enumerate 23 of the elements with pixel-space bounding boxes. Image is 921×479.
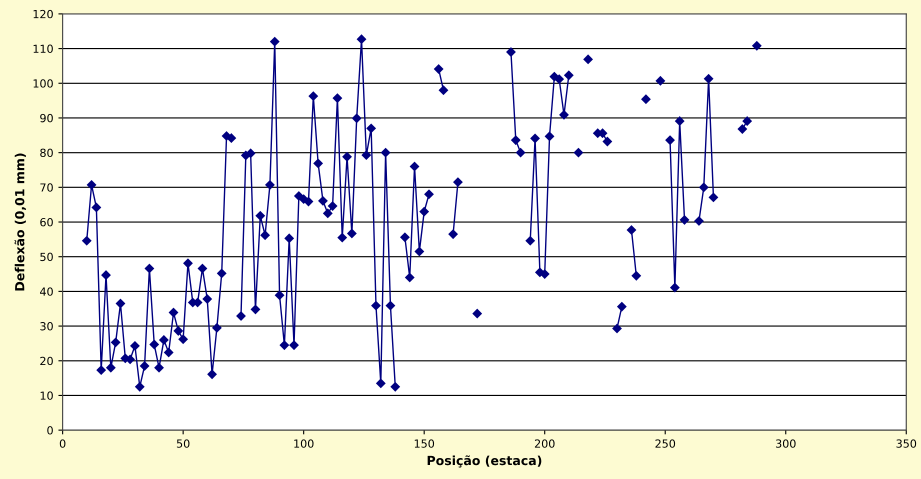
x-tick-label: 150	[414, 439, 434, 448]
y-tick-label: 0	[47, 426, 53, 435]
y-tick-label: 20	[40, 356, 53, 366]
x-tick-label: 50	[176, 439, 190, 448]
y-tick-label: 50	[40, 252, 53, 262]
y-tick-label: 80	[40, 148, 53, 158]
y-tick-label: 100	[34, 79, 53, 88]
x-tick-label: 350	[896, 439, 916, 448]
y-tick-label: 110	[34, 44, 53, 53]
x-tick-label: 250	[655, 439, 676, 448]
x-tick-label: 300	[776, 439, 796, 448]
y-axis-title: Deflexão (0,01 mm)	[14, 154, 26, 290]
y-tick-label: 10	[40, 391, 53, 400]
x-tick-label: 100	[294, 439, 314, 448]
y-tick-label: 30	[40, 322, 53, 330]
x-axis-title: Posição (estaca)	[428, 455, 542, 468]
y-tick-label: 90	[40, 114, 53, 122]
x-tick-label: 0	[60, 439, 66, 448]
y-tick-label: 120	[34, 10, 53, 18]
y-tick-label: 60	[40, 218, 53, 226]
x-tick-label: 200	[534, 439, 555, 448]
y-tick-label: 70	[40, 183, 53, 192]
y-tick-label: 40	[40, 287, 53, 296]
